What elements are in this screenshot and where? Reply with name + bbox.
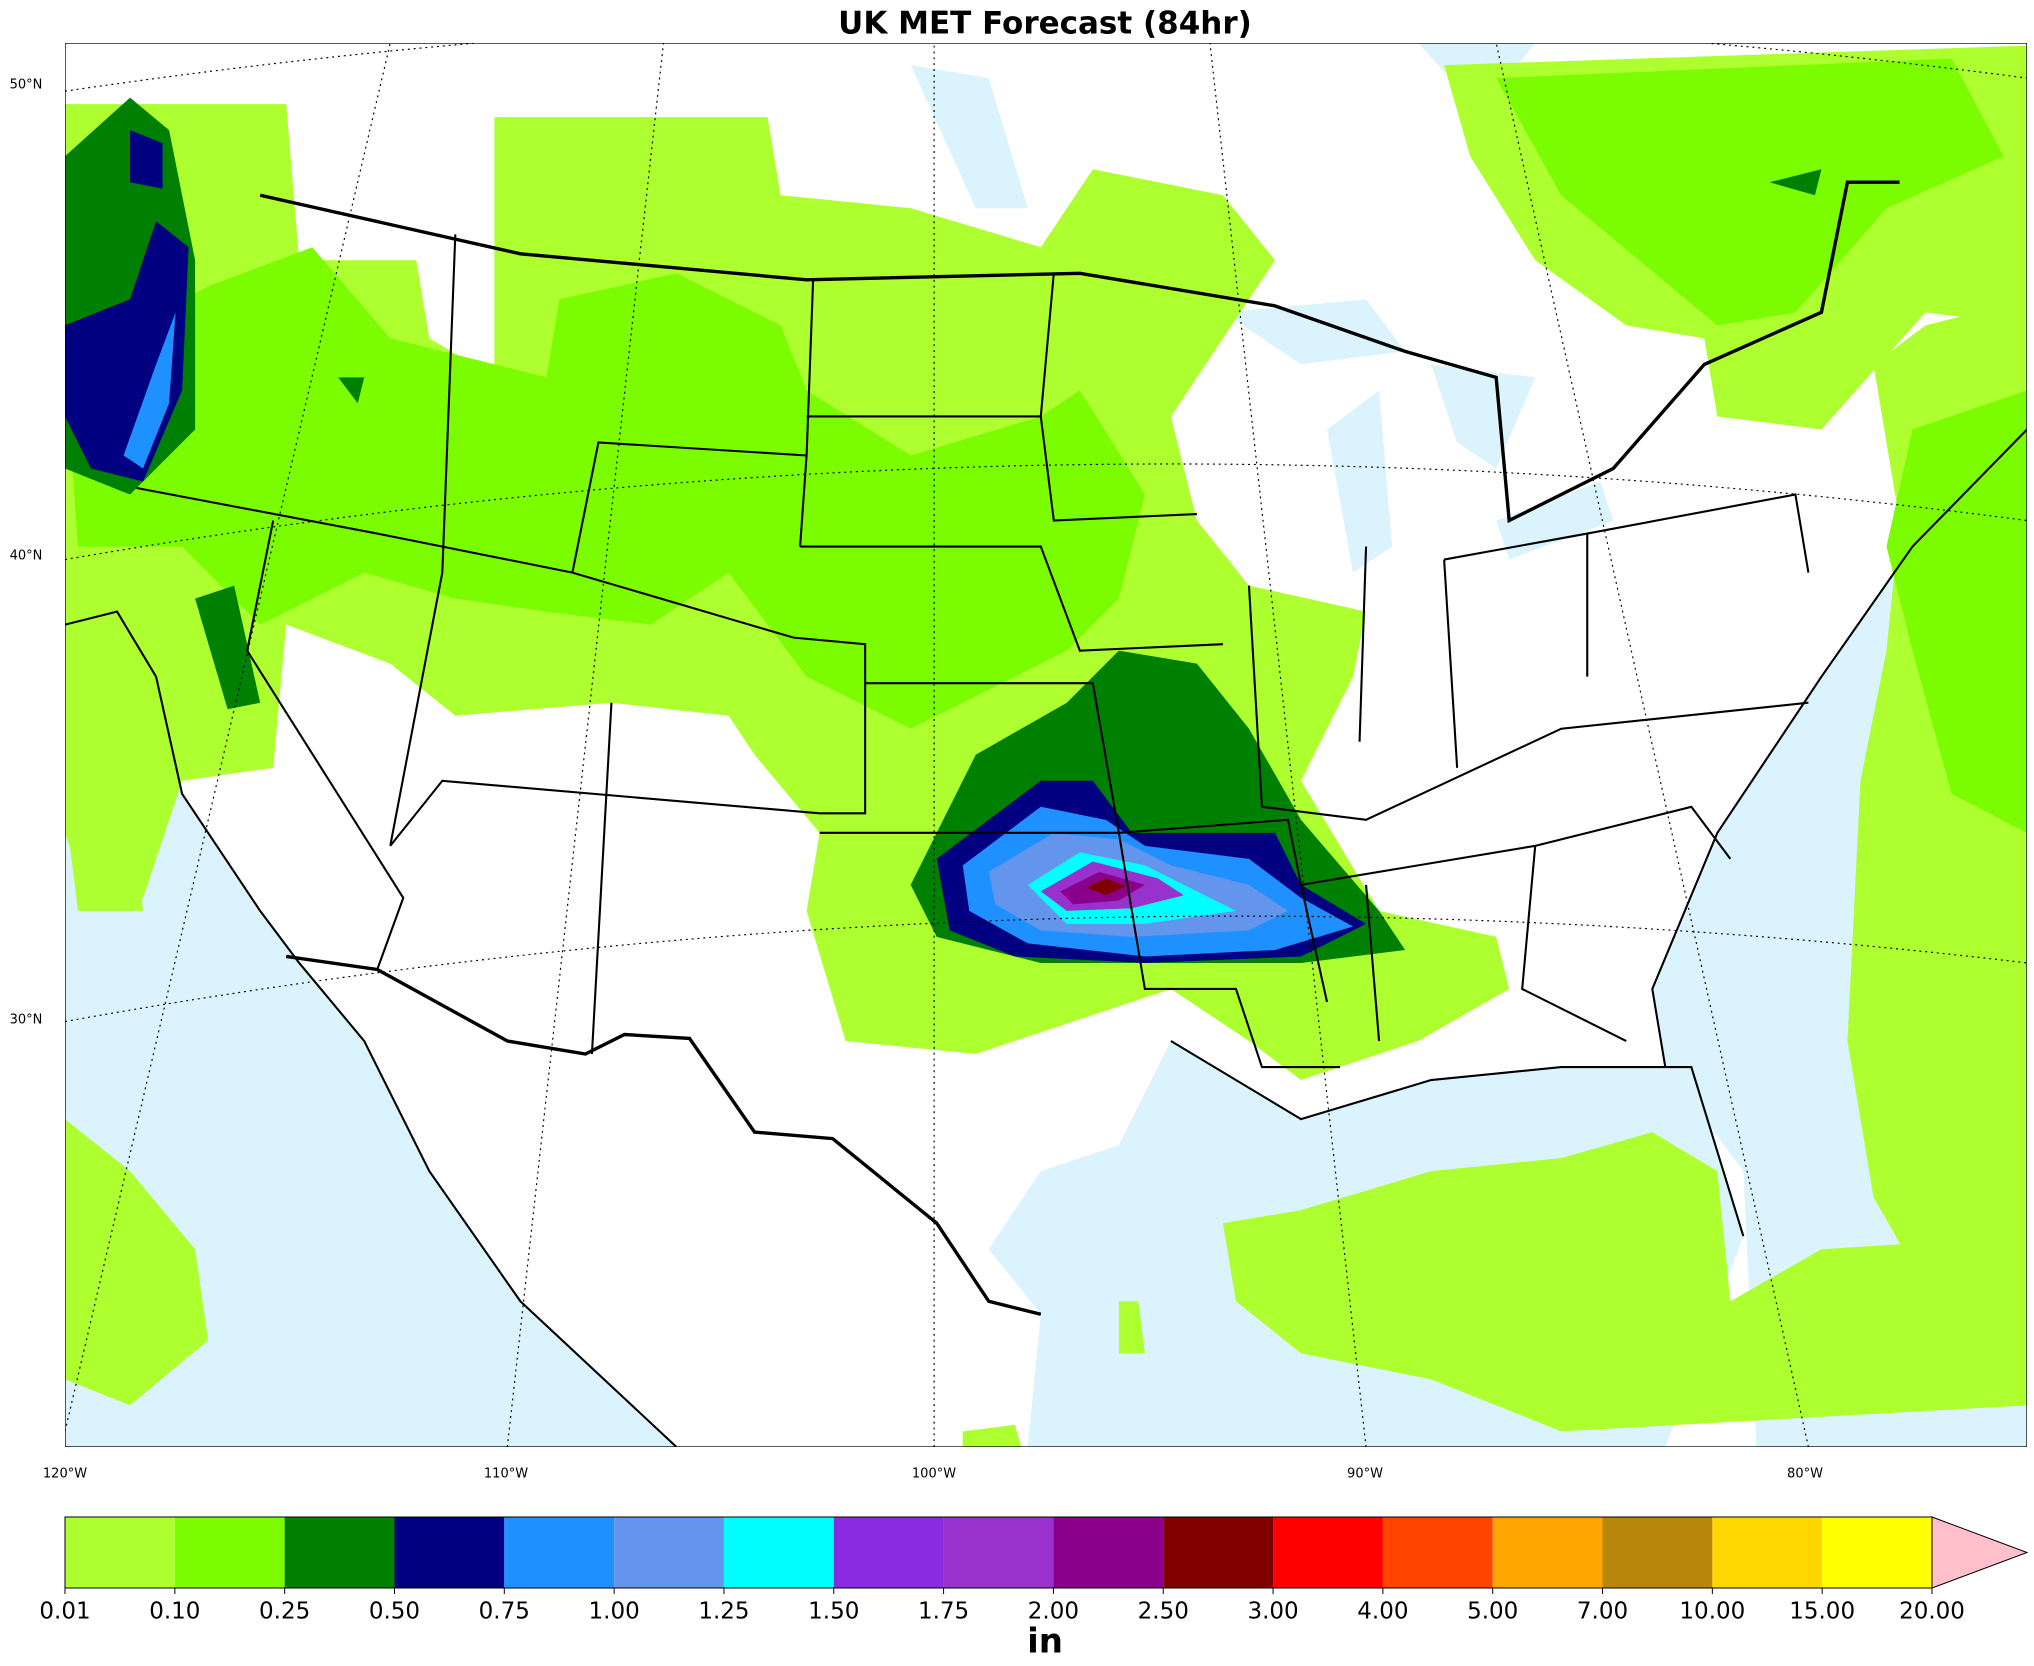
lat-label: 50°N: [10, 78, 43, 93]
colorbar-box: [1712, 1517, 1823, 1588]
colorbar-tick-label: 0.75: [479, 1599, 530, 1625]
colorbar-tick-label: 1.25: [698, 1599, 749, 1625]
colorbar-box: [723, 1517, 834, 1588]
colorbar-tick-label: 1.75: [918, 1599, 969, 1625]
colorbar-outline: [64, 1516, 1933, 1589]
lon-label: 90°W: [1347, 1467, 1383, 1482]
graticule: [65, 43, 2027, 1447]
map: 50°N 40°N 30°N 120°W 110°W 100°W 90°W 80…: [10, 43, 2027, 1482]
colorbar-box: [284, 1517, 395, 1588]
precip: [65, 45, 2027, 1447]
colorbar-tick-label: 10.00: [1679, 1599, 1745, 1625]
colorbar: 0.01 0.10 0.25 0.50 0.75 1.00 1.25 1.50 1.75 2.00…: [39, 1516, 2029, 1625]
colorbar-box: [174, 1517, 285, 1588]
colorbar-box: [833, 1517, 944, 1588]
colorbar-tick-label: 15.00: [1789, 1599, 1855, 1625]
colorbar-tick-label: 0.25: [259, 1599, 310, 1625]
colorbar-box: [504, 1517, 615, 1588]
title: UK MET Forecast (84hr): [838, 6, 1252, 42]
colorbar-box: [1822, 1517, 1932, 1588]
colorbar-extend: [1931, 1516, 2029, 1589]
colorbar-tick-label: 4.00: [1357, 1599, 1408, 1625]
colorbar-label: in: [1027, 1622, 1063, 1662]
lon-label: 80°W: [1787, 1467, 1823, 1482]
colorbar-tick-label: 5.00: [1467, 1599, 1518, 1625]
colorbar-box: [1053, 1517, 1164, 1588]
lon-label: 120°W: [43, 1467, 87, 1482]
map-frame: [65, 43, 2027, 1447]
colorbar-box: [1382, 1517, 1493, 1588]
colorbar-tick-label: 3.00: [1247, 1599, 1298, 1625]
colorbar-tick-label: 0.01: [39, 1599, 90, 1625]
colorbar-tick-label: 0.10: [149, 1599, 200, 1625]
colorbar-box: [1602, 1517, 1713, 1588]
colorbar-box: [943, 1517, 1054, 1588]
colorbar-tick-label: 7.00: [1577, 1599, 1628, 1625]
colorbar-tick-label: 0.50: [369, 1599, 420, 1625]
lat-label: 30°N: [10, 1013, 43, 1028]
colorbar-box: [1273, 1517, 1383, 1588]
colorbar-tick-label: 2.50: [1138, 1599, 1189, 1625]
borders: [65, 180, 2027, 1447]
colorbar-box: [614, 1517, 724, 1588]
colorbar-tick-label: 2.00: [1028, 1599, 1079, 1625]
lat-label: 40°N: [10, 549, 43, 564]
colorbar-box: [1492, 1517, 1603, 1588]
colorbar-tick-label: 1.00: [589, 1599, 640, 1625]
colorbar-tick-label: 20.00: [1899, 1599, 1965, 1625]
colorbar-box: [394, 1517, 505, 1588]
colorbar-tick-label: 1.50: [808, 1599, 859, 1625]
colorbar-box: [65, 1517, 175, 1588]
lon-label: 110°W: [484, 1467, 528, 1482]
colorbar-box: [1163, 1517, 1274, 1588]
lon-label: 100°W: [912, 1467, 956, 1482]
